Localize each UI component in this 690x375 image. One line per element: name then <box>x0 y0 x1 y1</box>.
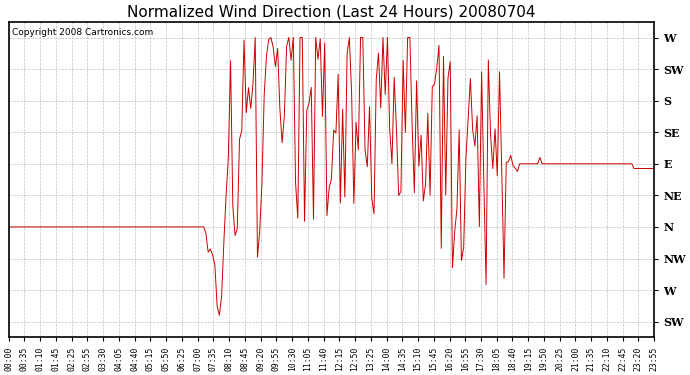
Text: Copyright 2008 Cartronics.com: Copyright 2008 Cartronics.com <box>12 28 153 37</box>
Title: Normalized Wind Direction (Last 24 Hours) 20080704: Normalized Wind Direction (Last 24 Hours… <box>127 4 535 19</box>
